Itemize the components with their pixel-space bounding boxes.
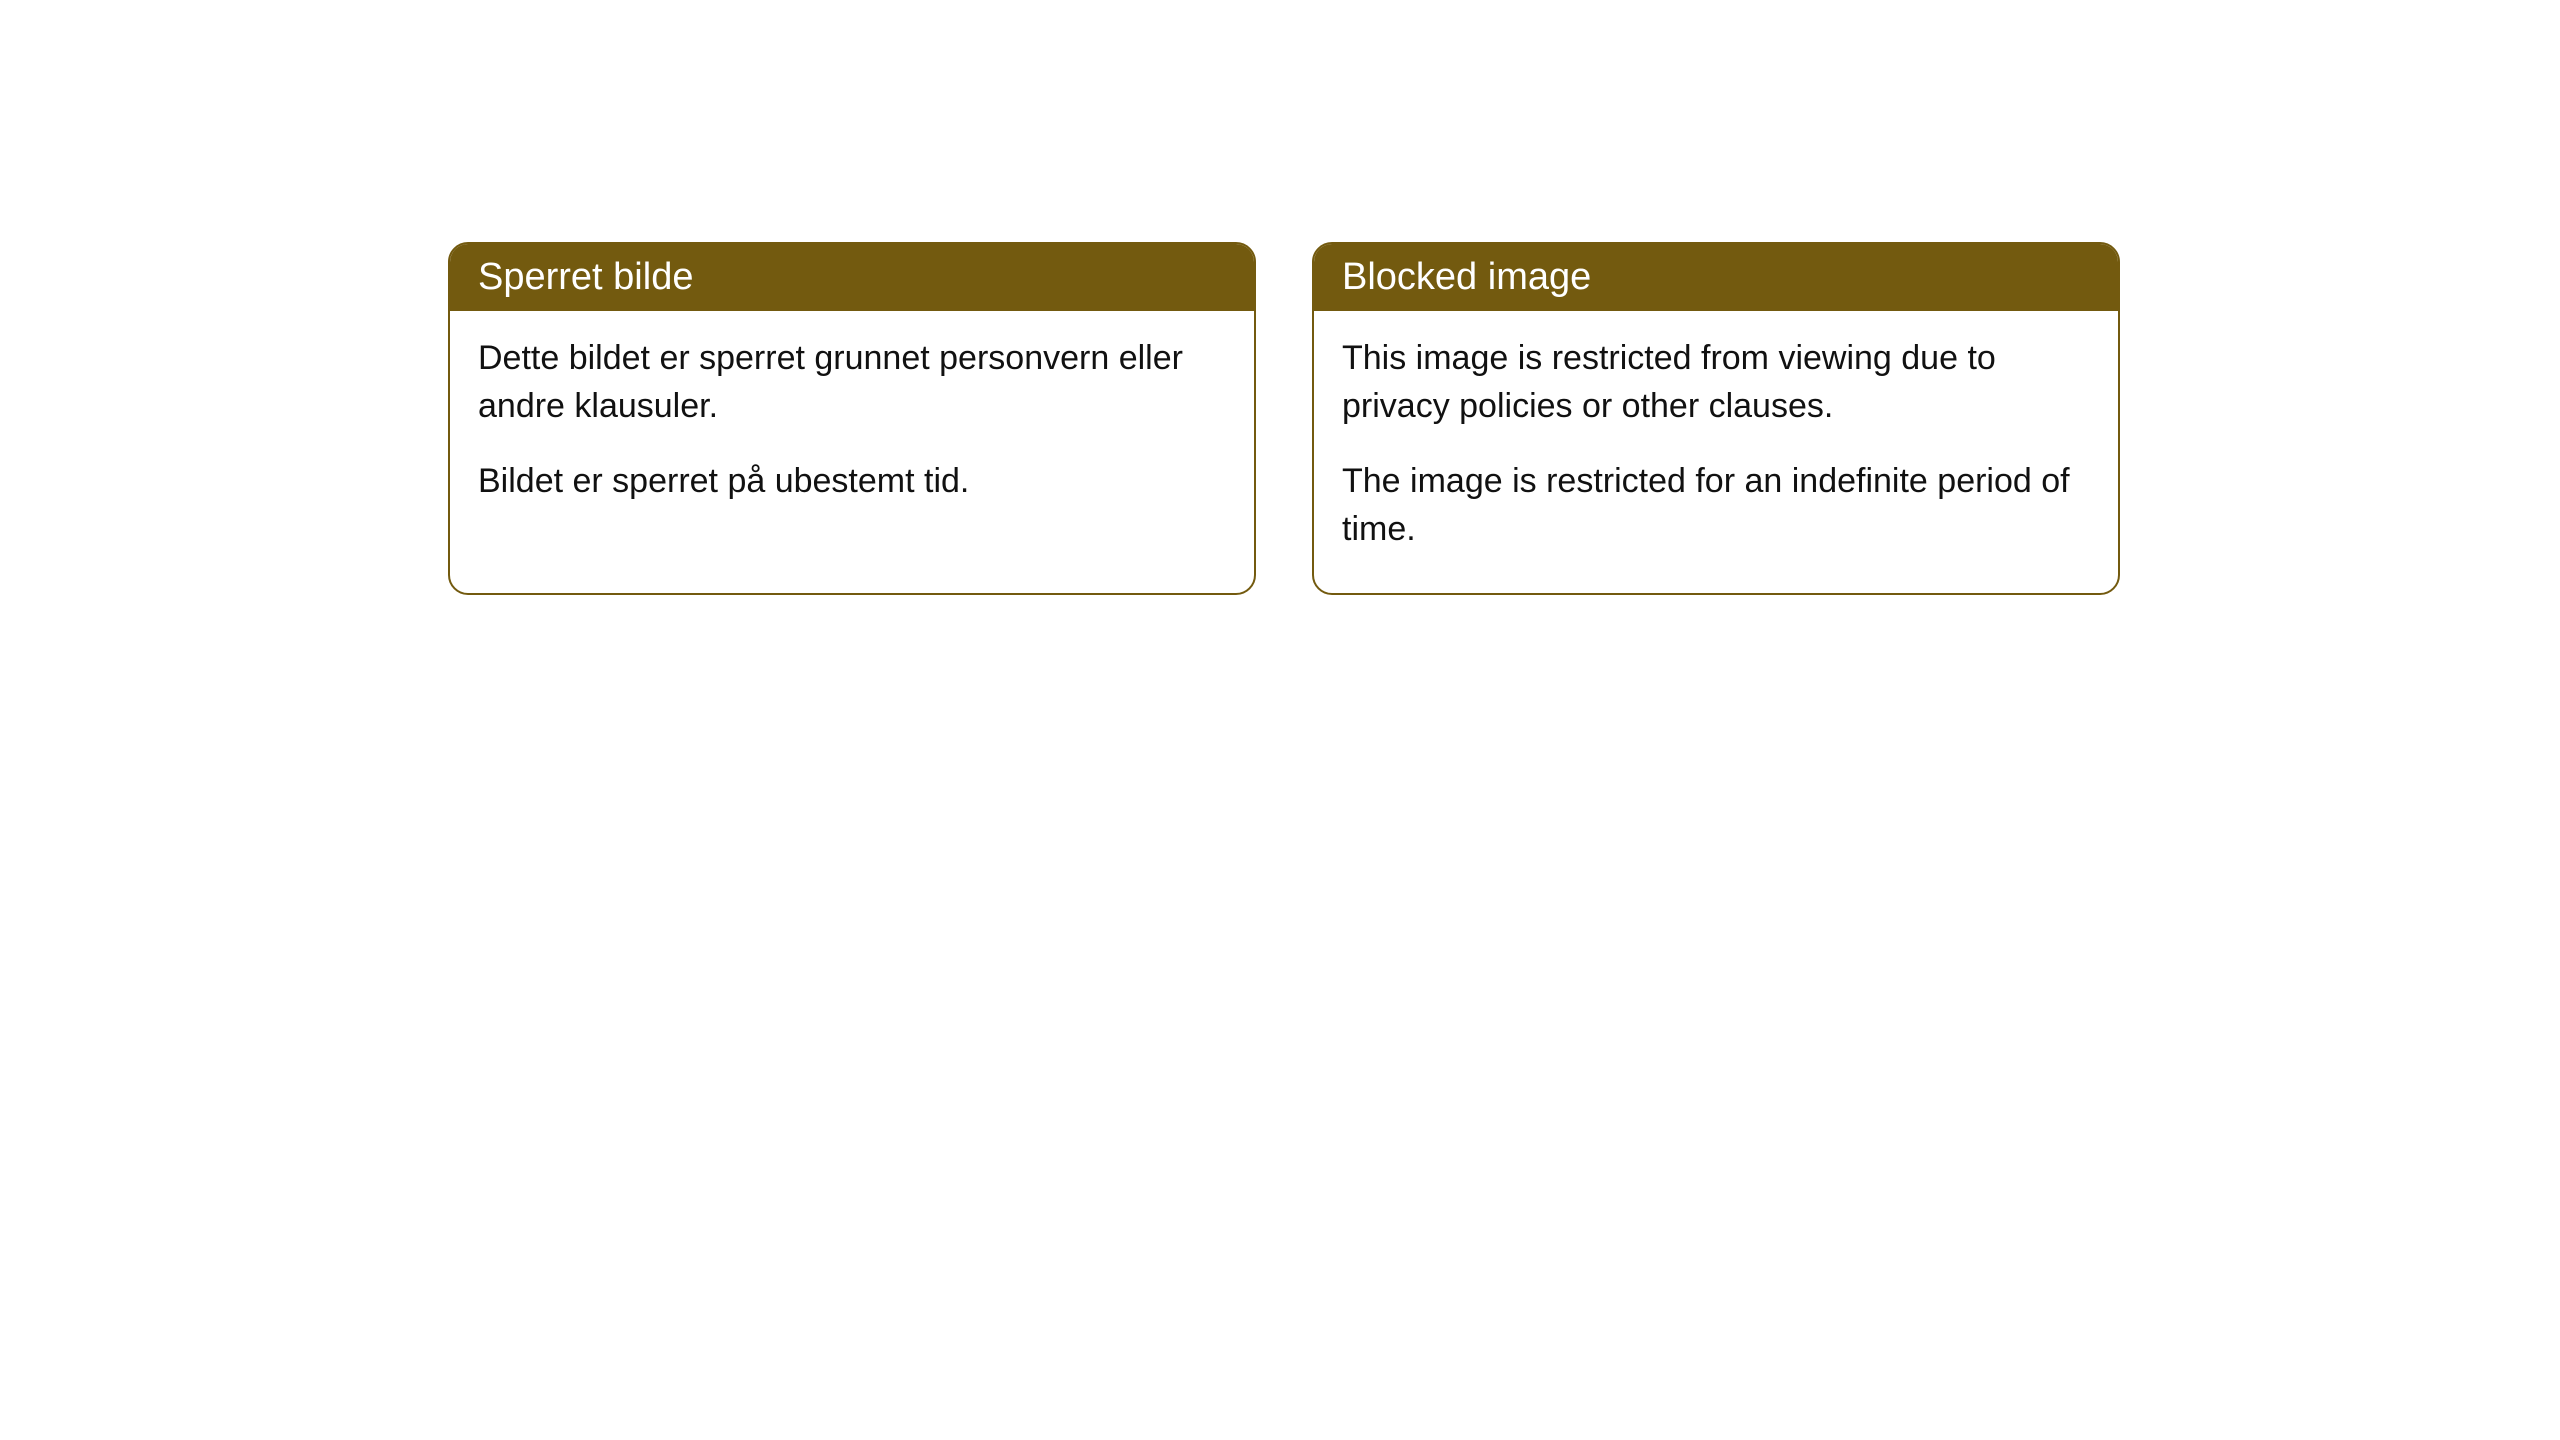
card-paragraph: The image is restricted for an indefinit… — [1342, 458, 2090, 553]
card-paragraph: Bildet er sperret på ubestemt tid. — [478, 458, 1226, 506]
card-title: Blocked image — [1342, 256, 1591, 298]
blocked-image-card-english: Blocked image This image is restricted f… — [1312, 242, 2120, 595]
blocked-image-card-norwegian: Sperret bilde Dette bildet er sperret gr… — [448, 242, 1256, 595]
card-body: This image is restricted from viewing du… — [1314, 311, 2118, 593]
card-header: Sperret bilde — [450, 244, 1254, 311]
card-header: Blocked image — [1314, 244, 2118, 311]
card-container: Sperret bilde Dette bildet er sperret gr… — [0, 0, 2560, 595]
card-title: Sperret bilde — [478, 256, 693, 298]
card-body: Dette bildet er sperret grunnet personve… — [450, 311, 1254, 546]
card-paragraph: Dette bildet er sperret grunnet personve… — [478, 335, 1226, 430]
card-paragraph: This image is restricted from viewing du… — [1342, 335, 2090, 430]
